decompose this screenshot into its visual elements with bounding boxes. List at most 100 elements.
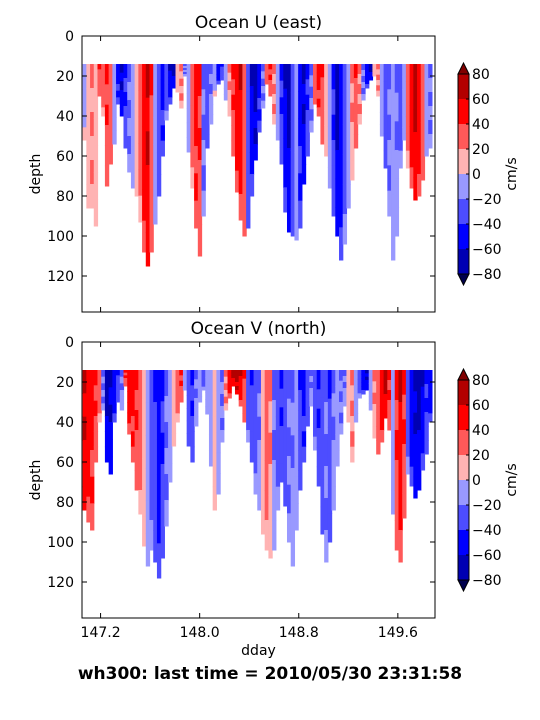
heatmap-cell xyxy=(234,64,240,86)
y-tick-label: 0 xyxy=(65,29,74,45)
heatmap-cell xyxy=(160,79,165,96)
heatmap-cell xyxy=(368,376,374,384)
heatmap-cell xyxy=(108,64,113,82)
heatmap-cell xyxy=(398,98,403,117)
heatmap-cell xyxy=(316,389,322,410)
heatmap-cell xyxy=(313,370,318,384)
heatmap-cell xyxy=(383,116,388,134)
heatmap-cell xyxy=(283,392,288,416)
heatmap-cell xyxy=(186,64,191,80)
heatmap-cell xyxy=(339,423,344,435)
heatmap-cell xyxy=(365,76,370,81)
heatmap-cell xyxy=(324,140,329,157)
heatmap-cell xyxy=(383,64,388,82)
heatmap-cell xyxy=(387,410,392,421)
heatmap-cell xyxy=(257,440,262,464)
heatmap-cell xyxy=(138,116,143,144)
heatmap-cell xyxy=(246,430,251,443)
heatmap-cell xyxy=(153,64,158,92)
heatmap-cell xyxy=(145,533,151,567)
heatmap-cell xyxy=(197,224,203,257)
heatmap-cell xyxy=(339,391,344,403)
heatmap-cell xyxy=(398,81,403,100)
heatmap-cell xyxy=(294,152,299,182)
heatmap-cell xyxy=(231,380,236,384)
heatmap-cell xyxy=(104,446,110,463)
heatmap-cell xyxy=(145,97,151,132)
heatmap-cell xyxy=(134,450,139,471)
heatmap-cell xyxy=(123,378,128,382)
heatmap-cell xyxy=(134,108,139,131)
heatmap-cell xyxy=(116,64,121,72)
heatmap-cell xyxy=(231,110,236,126)
heatmap-cell xyxy=(298,430,303,451)
heatmap-cell xyxy=(331,64,336,90)
heatmap-cell xyxy=(142,189,147,222)
heatmap-cell xyxy=(190,84,195,106)
heatmap-cell xyxy=(208,104,214,115)
heatmap-cell xyxy=(260,100,266,109)
heatmap-cell xyxy=(145,468,151,502)
heatmap-cell xyxy=(253,64,258,81)
heatmap-cell xyxy=(405,422,411,440)
heatmap-cell xyxy=(86,160,91,185)
heatmap-cell xyxy=(171,64,177,69)
heatmap-cell xyxy=(260,397,266,426)
heatmap-cell xyxy=(227,393,232,399)
heatmap-cell xyxy=(260,452,266,480)
heatmap-cell xyxy=(246,200,251,229)
heatmap-cell xyxy=(156,543,162,579)
colorbar-extend-max xyxy=(457,61,470,75)
heatmap-cell xyxy=(164,396,169,423)
heatmap-cell xyxy=(335,64,340,94)
heatmap-cell xyxy=(112,90,117,105)
heatmap-cell xyxy=(365,376,370,381)
heatmap-cell xyxy=(286,176,292,205)
heatmap-cell xyxy=(257,64,262,76)
heatmap-cell xyxy=(220,430,225,443)
heatmap-cell xyxy=(201,89,206,116)
heatmap-cell xyxy=(372,392,377,405)
heatmap-cell xyxy=(253,144,258,161)
heatmap-cell xyxy=(145,131,151,166)
heatmap-cell xyxy=(104,125,110,146)
heatmap-cell xyxy=(409,126,414,148)
heatmap-cell xyxy=(313,84,318,92)
heatmap-cell xyxy=(242,150,247,180)
heatmap-cell xyxy=(238,394,243,401)
heatmap-cell xyxy=(365,370,370,374)
heatmap-cell xyxy=(301,64,307,85)
heatmap-cell xyxy=(305,416,310,427)
heatmap-cell xyxy=(153,530,158,563)
heatmap-cell xyxy=(86,184,91,209)
heatmap-cell xyxy=(309,388,314,395)
heatmap-cell xyxy=(149,430,154,461)
heatmap-cell xyxy=(357,114,362,125)
x-axis-label: dday xyxy=(241,643,276,659)
heatmap-cell xyxy=(387,165,392,192)
heatmap-cell xyxy=(327,513,333,543)
heatmap-cell xyxy=(313,70,318,78)
heatmap-cell xyxy=(127,154,132,173)
heatmap-cell xyxy=(175,64,180,70)
heatmap-cell xyxy=(149,400,154,431)
heatmap-cell xyxy=(357,104,362,115)
heatmap-cell xyxy=(346,64,351,89)
heatmap-cell xyxy=(223,82,229,89)
heatmap-cell xyxy=(324,79,329,96)
heatmap-cell xyxy=(260,78,266,87)
heatmap-cell xyxy=(208,64,214,75)
heatmap-cell xyxy=(398,133,403,152)
heatmap-cell xyxy=(420,141,426,162)
heatmap-cell xyxy=(220,66,225,70)
heatmap-cell xyxy=(301,370,307,386)
heatmap-cell xyxy=(346,387,351,397)
heatmap-cell xyxy=(316,90,322,100)
heatmap-cell xyxy=(417,450,422,471)
heatmap-cell xyxy=(409,389,414,410)
heatmap-cell xyxy=(208,84,214,95)
heatmap-cell xyxy=(272,114,277,125)
heatmap-cell xyxy=(142,458,147,488)
heatmap-cell xyxy=(97,80,102,86)
heatmap-cell xyxy=(234,149,240,172)
